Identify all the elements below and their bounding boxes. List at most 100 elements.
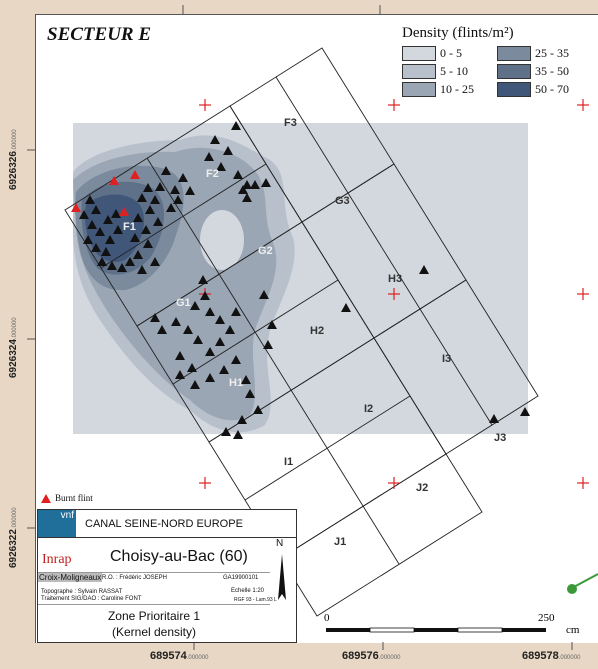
- legend-swatch: [402, 64, 436, 79]
- y-coord-label: 6926326.000000: [8, 129, 19, 190]
- flint-marker: [173, 195, 183, 204]
- legend-swatch: [497, 46, 531, 61]
- y-coord-label: 6926322.000000: [8, 507, 19, 568]
- x-coord-label: 689578.000000: [522, 650, 581, 662]
- scale-end-label: 250: [538, 612, 555, 624]
- flint-marker: [143, 183, 153, 192]
- flint-marker: [150, 195, 160, 204]
- grid-label-g1: G1: [176, 297, 191, 309]
- legend-title: Density (flints/m²): [402, 25, 514, 41]
- flint-marker: [267, 320, 277, 329]
- grid-label-h1: H1: [229, 377, 243, 389]
- legend-swatch: [402, 82, 436, 97]
- legend-swatch: [497, 64, 531, 79]
- flint-marker: [143, 239, 153, 248]
- legend-item: 50 - 70: [497, 82, 592, 97]
- flint-marker: [204, 152, 214, 161]
- flint-marker: [141, 225, 151, 234]
- flint-marker: [133, 250, 143, 259]
- flint-marker: [166, 203, 176, 212]
- flint-points: [71, 121, 530, 439]
- title-block: vnf CANAL SEINE-NORD EUROPE Inrap Choisy…: [37, 509, 297, 643]
- ro-credit: R.O. : Frédéric JOSEPH: [102, 575, 168, 581]
- burnt-flint-label: Burnt flint: [55, 493, 93, 503]
- flint-marker: [245, 389, 255, 398]
- scale-unit-label: cm: [566, 624, 580, 636]
- flint-marker: [137, 193, 147, 202]
- scale-start-label: 0: [324, 612, 330, 624]
- flint-marker: [91, 205, 101, 214]
- north-label: N: [276, 538, 284, 549]
- x-coord-label: 689574.000000: [150, 650, 209, 662]
- flint-marker: [341, 303, 351, 312]
- flint-marker: [261, 178, 271, 187]
- flint-marker: [231, 121, 241, 130]
- flint-marker: [153, 217, 163, 226]
- density-hole: [200, 210, 244, 270]
- x-coord-label: 689576.000000: [342, 650, 401, 662]
- grid-cross-icon: [199, 99, 211, 111]
- flint-marker: [419, 265, 429, 274]
- flint-marker: [178, 173, 188, 182]
- green-pin-marker: [567, 584, 577, 594]
- flint-marker: [150, 257, 160, 266]
- burnt-flint-marker: [130, 170, 140, 179]
- flint-marker: [238, 185, 248, 194]
- grid-cross-icon: [388, 288, 400, 300]
- flint-marker: [183, 325, 193, 334]
- flint-marker: [137, 265, 147, 274]
- flint-marker: [175, 370, 185, 379]
- flint-marker: [79, 210, 89, 219]
- grid-label-h2: H2: [310, 325, 324, 337]
- flint-marker: [198, 275, 208, 284]
- grid-cross-icon: [388, 477, 400, 489]
- flint-marker: [489, 414, 499, 423]
- grid-cross-icon: [199, 477, 211, 489]
- flint-marker: [225, 325, 235, 334]
- legend-item: 25 - 35: [497, 46, 592, 61]
- flint-marker: [113, 225, 123, 234]
- flint-marker: [263, 340, 273, 349]
- flint-marker: [221, 427, 231, 436]
- flint-marker: [190, 301, 200, 310]
- flint-marker: [187, 363, 197, 372]
- grid-label-f1: F1: [123, 221, 136, 233]
- flint-marker: [95, 227, 105, 236]
- flint-marker: [215, 337, 225, 346]
- flint-marker: [205, 347, 215, 356]
- flint-marker: [103, 215, 113, 224]
- flint-marker: [223, 146, 233, 155]
- project-name: CANAL SEINE-NORD EUROPE: [85, 518, 243, 530]
- flint-marker: [185, 186, 195, 195]
- flint-marker: [520, 407, 530, 416]
- vnf-logo: vnf: [38, 510, 76, 537]
- flint-marker: [117, 263, 127, 272]
- grid-label-j2: J2: [416, 482, 428, 494]
- legend-item: 10 - 25: [402, 82, 497, 97]
- project-code: GA19900101: [223, 575, 259, 581]
- north-arrow-icon: [278, 554, 286, 600]
- flint-marker: [101, 247, 111, 256]
- legend-item: 0 - 5: [402, 46, 497, 61]
- flint-marker: [205, 307, 215, 316]
- flint-marker: [193, 335, 203, 344]
- flint-marker: [253, 405, 263, 414]
- grid-cross-icon: [577, 99, 589, 111]
- flint-marker: [85, 195, 95, 204]
- flint-marker: [170, 185, 180, 194]
- flint-marker: [231, 307, 241, 316]
- flint-marker: [155, 182, 165, 191]
- flint-marker: [259, 290, 269, 299]
- inrap-logo: Inrap: [42, 552, 72, 567]
- sector-title: SECTEUR E: [47, 24, 152, 45]
- flint-marker: [175, 351, 185, 360]
- legend-item: 5 - 10: [402, 64, 497, 79]
- grid-cross-icon: [388, 99, 400, 111]
- flint-marker: [231, 355, 241, 364]
- legend-swatch: [402, 46, 436, 61]
- grid-cross-icon: [577, 477, 589, 489]
- flint-marker: [171, 317, 181, 326]
- legend-item: 35 - 50: [497, 64, 592, 79]
- grid-label-h3: H3: [388, 273, 402, 285]
- grid-label-j3: J3: [494, 432, 506, 444]
